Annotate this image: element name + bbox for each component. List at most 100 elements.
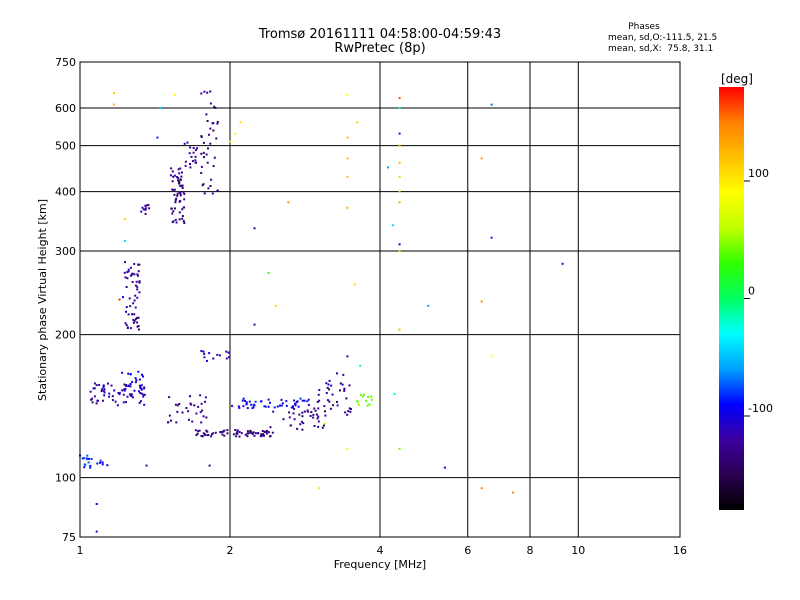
y-tick-label: 400	[55, 186, 76, 199]
data-point	[113, 389, 116, 392]
data-point	[346, 157, 349, 160]
data-point	[207, 147, 209, 150]
y-tick-label: 600	[55, 102, 76, 115]
data-point	[347, 410, 350, 413]
data-point	[137, 263, 140, 266]
data-point	[398, 243, 401, 246]
data-point	[183, 198, 186, 201]
data-point	[307, 410, 310, 413]
data-point	[254, 432, 257, 435]
data-point	[206, 161, 209, 164]
data-point	[322, 424, 325, 427]
data-point	[136, 273, 139, 276]
data-point	[339, 389, 341, 392]
data-point	[293, 399, 296, 402]
data-point	[179, 192, 182, 195]
data-point	[214, 106, 217, 109]
data-point	[269, 401, 271, 404]
data-point	[321, 426, 324, 429]
data-point	[110, 384, 113, 387]
data-point	[285, 404, 288, 407]
data-point	[143, 403, 146, 406]
data-point	[159, 107, 162, 109]
data-point	[178, 172, 181, 175]
data-point	[188, 418, 190, 421]
data-point	[135, 379, 138, 382]
data-point	[250, 403, 253, 406]
data-point	[202, 141, 205, 144]
data-point	[179, 199, 182, 202]
data-point	[242, 405, 245, 408]
data-point	[297, 405, 300, 408]
data-point	[221, 433, 224, 436]
data-point	[199, 411, 202, 414]
data-point	[200, 435, 203, 437]
data-point	[271, 431, 274, 434]
data-point	[209, 127, 212, 130]
data-point	[111, 399, 114, 402]
data-point	[192, 151, 195, 154]
data-points	[79, 90, 564, 533]
data-point	[288, 416, 291, 419]
data-point	[129, 327, 132, 330]
data-point	[349, 410, 352, 413]
data-point	[240, 432, 243, 435]
x-tick-label: 10	[571, 544, 585, 557]
data-point	[122, 296, 124, 299]
data-point	[142, 393, 145, 396]
data-point	[137, 274, 139, 277]
data-point	[125, 384, 128, 386]
data-point	[296, 427, 299, 430]
data-point	[216, 120, 219, 123]
data-point	[176, 404, 179, 407]
data-point	[306, 400, 309, 403]
data-point	[103, 388, 106, 391]
data-point	[102, 399, 104, 402]
data-point	[140, 210, 143, 213]
colorbar-tick-label: 0	[748, 285, 755, 298]
data-point	[87, 461, 90, 464]
data-point	[306, 409, 309, 412]
data-point	[136, 296, 139, 299]
data-point	[241, 399, 244, 402]
data-point	[136, 321, 139, 324]
data-point	[330, 384, 333, 387]
data-point	[170, 207, 173, 210]
data-point	[346, 175, 349, 178]
data-point	[274, 304, 277, 307]
data-point	[171, 180, 174, 183]
data-point	[398, 144, 401, 147]
data-point	[140, 384, 143, 387]
data-point	[301, 411, 304, 414]
data-point	[138, 281, 141, 284]
data-point	[360, 393, 362, 396]
data-point	[129, 385, 132, 388]
data-point	[323, 422, 326, 425]
data-point	[134, 377, 137, 380]
data-point	[216, 122, 219, 125]
data-point	[118, 391, 121, 394]
data-point	[398, 250, 401, 252]
data-point	[292, 405, 294, 408]
data-point	[392, 224, 395, 227]
data-point	[246, 435, 249, 438]
data-point	[102, 386, 105, 389]
data-point	[212, 357, 215, 360]
data-point	[178, 182, 181, 185]
data-point	[215, 137, 218, 140]
data-point	[367, 396, 370, 398]
data-point	[251, 407, 254, 410]
data-point	[176, 176, 178, 179]
data-point	[134, 381, 137, 384]
data-point	[226, 432, 229, 435]
data-point	[117, 392, 120, 394]
data-point	[174, 218, 177, 221]
data-point	[118, 298, 121, 301]
data-point	[139, 392, 142, 394]
data-point	[133, 263, 136, 265]
data-point	[219, 431, 222, 434]
data-point	[293, 418, 296, 421]
data-point	[298, 413, 301, 416]
data-point	[144, 207, 147, 210]
data-point	[183, 192, 186, 195]
